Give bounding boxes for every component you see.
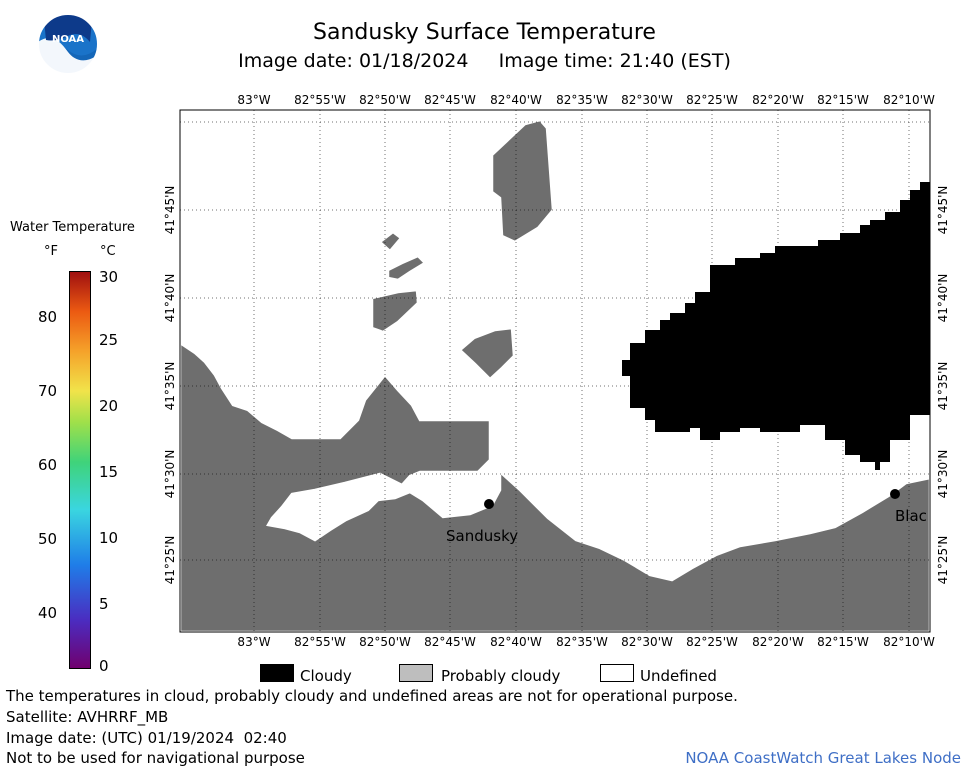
- map-title: Sandusky Surface Temperature: [313, 20, 656, 45]
- longitude-label: 83°W: [237, 635, 271, 649]
- colorbar-c-tick: 0: [99, 657, 109, 675]
- longitude-label: 82°50'W: [359, 635, 411, 649]
- north-island: [490, 118, 555, 244]
- latitude-label: 41°35'N: [163, 361, 177, 411]
- bass-island-1: [370, 288, 420, 334]
- colorbar-c-tick: 20: [99, 397, 119, 415]
- longitude-label: 82°30'W: [621, 93, 673, 107]
- colorbar-f-tick: 50: [38, 530, 58, 548]
- colorbar-c-tick: 10: [99, 529, 119, 547]
- longitude-label: 82°20'W: [752, 93, 804, 107]
- longitude-label: 82°15'W: [817, 635, 869, 649]
- lat-lon-grid: [180, 110, 930, 632]
- longitude-label: 82°25'W: [686, 93, 738, 107]
- latitude-label: 41°30'N: [163, 449, 177, 499]
- colorbar-f-tick: 60: [38, 456, 58, 474]
- legend-cloudy-label: Cloudy: [300, 667, 352, 685]
- date-label: Image date:: [238, 50, 353, 72]
- longitude-label: 82°55'W: [294, 93, 346, 107]
- colorbar-title: Water Temperature: [10, 220, 135, 235]
- longitude-label: 82°25'W: [686, 635, 738, 649]
- colorbar-c-tick: 25: [99, 331, 119, 349]
- image-datetime: Image date: 01/18/2024 Image time: 21:40…: [0, 50, 969, 72]
- date-value: 01/18/2024: [358, 50, 469, 72]
- legend-probably-cloudy-label: Probably cloudy: [441, 667, 561, 685]
- mainland-land: [178, 340, 932, 634]
- footer-navigation-warning: Not to be used for navigational purpose: [6, 749, 305, 767]
- latitude-label: 41°25'N: [163, 535, 177, 585]
- latitude-label: 41°25'N: [936, 535, 950, 585]
- legend-undefined-swatch: [600, 664, 634, 682]
- longitude-label: 82°15'W: [817, 93, 869, 107]
- longitude-label: 82°45'W: [424, 93, 476, 107]
- longitude-label: 82°40'W: [490, 635, 542, 649]
- colorbar-unit-c: °C: [100, 244, 116, 259]
- sandusky-city-label: Sandusky: [446, 527, 518, 545]
- longitude-label: 82°45'W: [424, 635, 476, 649]
- footer-credit: NOAA CoastWatch Great Lakes Node: [685, 749, 961, 767]
- noaa-logo: NOAA: [36, 12, 100, 76]
- footer-utc-date: Image date: (UTC) 01/19/2024 02:40: [6, 729, 287, 747]
- colorbar-f-tick: 80: [38, 308, 58, 326]
- longitude-label: 82°10'W: [883, 93, 935, 107]
- colorbar-c-tick: 5: [99, 595, 109, 613]
- footer-disclaimer: The temperatures in cloud, probably clou…: [6, 687, 738, 705]
- colorbar: [69, 271, 91, 669]
- latitude-label: 41°45'N: [936, 185, 950, 235]
- legend-cloudy-swatch: [260, 664, 294, 682]
- latitude-label: 41°35'N: [936, 361, 950, 411]
- map-frame: [179, 109, 931, 633]
- longitude-label: 82°30'W: [621, 635, 673, 649]
- legend-probably-cloudy-swatch: [399, 664, 433, 682]
- blac-city-marker: [890, 489, 900, 499]
- longitude-label: 82°40'W: [490, 93, 542, 107]
- colorbar-c-tick: 30: [99, 268, 119, 286]
- time-value: 21:40 (EST): [619, 50, 731, 72]
- colorbar-f-tick: 40: [38, 604, 58, 622]
- latitude-label: 41°40'N: [163, 273, 177, 323]
- bass-island-2: [386, 254, 428, 282]
- kelleys-island: [458, 326, 516, 381]
- colorbar-unit-f: °F: [44, 244, 58, 259]
- latitude-label: 41°30'N: [936, 449, 950, 499]
- longitude-label: 82°35'W: [556, 635, 608, 649]
- sandusky-city-marker: [484, 499, 494, 509]
- footer-satellite: Satellite: AVHRRF_MB: [6, 708, 169, 726]
- longitude-label: 83°W: [237, 93, 271, 107]
- noaa-logo-text: NOAA: [52, 34, 84, 45]
- longitude-label: 82°35'W: [556, 93, 608, 107]
- longitude-label: 82°10'W: [883, 635, 935, 649]
- latitude-label: 41°45'N: [163, 185, 177, 235]
- colorbar-f-tick: 70: [38, 382, 58, 400]
- longitude-label: 82°50'W: [359, 93, 411, 107]
- latitude-label: 41°40'N: [936, 273, 950, 323]
- blac-city-label: Blac: [895, 507, 927, 525]
- longitude-label: 82°20'W: [752, 635, 804, 649]
- time-label: Image time:: [498, 50, 614, 72]
- cloudy-area: [622, 160, 930, 470]
- colorbar-c-tick: 15: [99, 463, 119, 481]
- legend-undefined-label: Undefined: [640, 667, 717, 685]
- longitude-label: 82°55'W: [294, 635, 346, 649]
